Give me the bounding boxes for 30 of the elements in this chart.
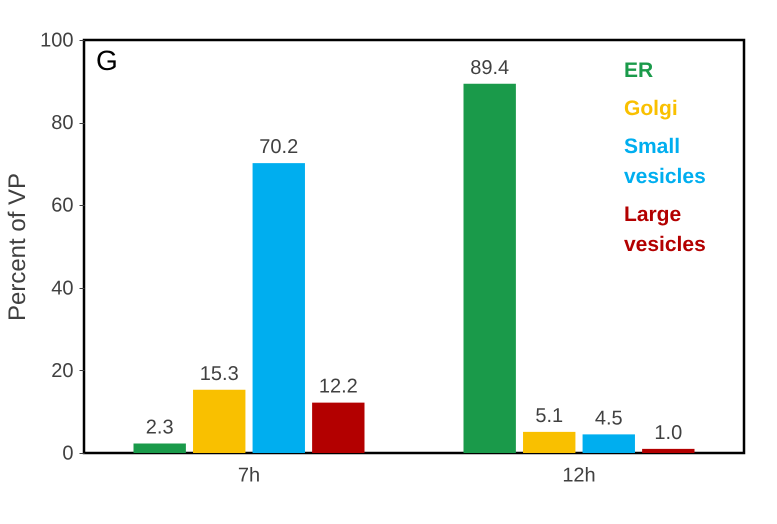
x-tick-label: 12h xyxy=(562,464,596,486)
y-tick-label: 100 xyxy=(40,30,74,52)
y-tick-label: 80 xyxy=(51,112,74,134)
data-label: 4.5 xyxy=(594,407,623,430)
text: Small vesicles xyxy=(624,135,706,188)
data-label: 15.3 xyxy=(200,362,239,385)
annotation: G xyxy=(96,45,118,76)
text: Golgi xyxy=(624,97,678,120)
bar xyxy=(523,432,576,453)
data-label: 5.1 xyxy=(535,404,564,427)
y-tick-label: 20 xyxy=(51,360,74,382)
data-label: 2.3 xyxy=(146,416,174,438)
text: Large vesicles xyxy=(624,203,706,256)
bar xyxy=(464,84,516,453)
data-label: 12.2 xyxy=(318,376,358,398)
bar xyxy=(642,448,694,453)
bar xyxy=(312,402,364,453)
x-tick-label: 7h xyxy=(238,464,260,486)
text: ER xyxy=(624,59,654,82)
bar xyxy=(193,390,246,453)
y-axis-title: Percent of VP xyxy=(4,172,32,322)
bar xyxy=(582,434,635,453)
bar xyxy=(252,163,305,453)
bar xyxy=(134,444,186,453)
data-label: 70.2 xyxy=(259,136,298,158)
y-tick-label: 40 xyxy=(51,277,74,300)
data-label: 1.0 xyxy=(654,422,682,444)
y-tick-label: 60 xyxy=(51,194,74,217)
y-tick-label: 0 xyxy=(62,442,74,464)
data-label: 89.4 xyxy=(470,56,510,79)
